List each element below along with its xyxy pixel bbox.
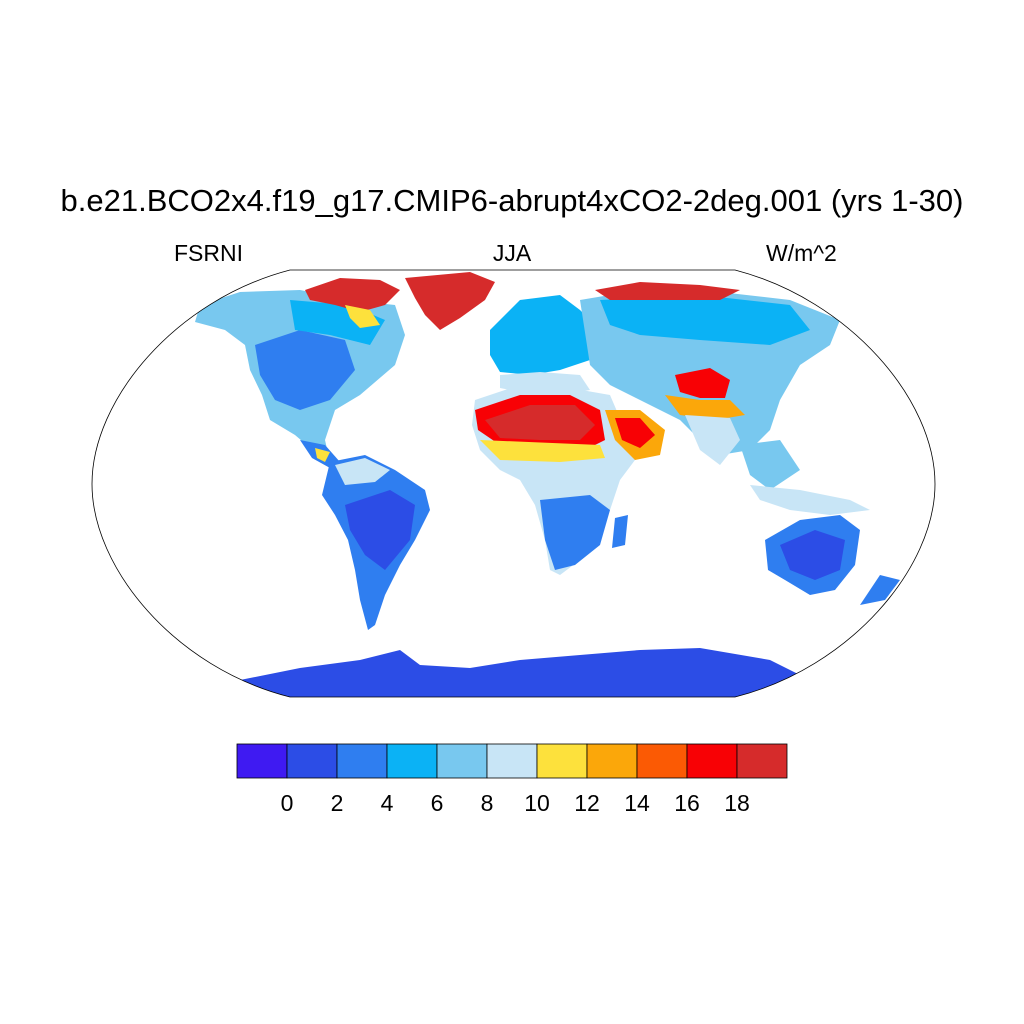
units-label: W/m^2	[766, 240, 837, 266]
southeast-asia	[740, 440, 800, 490]
colorbar-tick-label: 8	[481, 790, 494, 816]
siberia-arctic	[595, 282, 740, 300]
map-title: b.e21.BCO2x4.f19_g17.CMIP6-abrupt4xCO2-2…	[60, 183, 964, 218]
sahara-core	[485, 405, 595, 440]
land-field	[195, 272, 900, 697]
southern-africa	[540, 495, 610, 570]
colorbar-box	[486, 743, 538, 779]
new-zealand	[860, 575, 900, 605]
colorbar-box	[336, 743, 388, 779]
colorbar-box	[636, 743, 688, 779]
colorbar-box	[536, 743, 588, 779]
indonesia	[750, 485, 870, 515]
colorbar-tick-label: 16	[674, 790, 700, 816]
colorbar-tick-label: 10	[524, 790, 550, 816]
sahel	[480, 440, 605, 462]
colorbar-tick-label: 12	[574, 790, 600, 816]
colorbar-box	[286, 743, 338, 779]
colorbar-box	[236, 743, 288, 779]
colorbar-tick-label: 4	[381, 790, 394, 816]
arctic-canada	[305, 278, 400, 312]
map-boundary	[91, 269, 936, 698]
north-america-core	[255, 330, 355, 410]
madagascar	[612, 515, 628, 548]
colorbar-tick-label: 0	[281, 790, 294, 816]
colorbar-box	[586, 743, 638, 779]
india	[685, 415, 740, 465]
season-label: JJA	[492, 240, 532, 266]
australia-core	[780, 530, 845, 580]
central-america-yellow	[315, 448, 330, 462]
colorbar-tick-label: 14	[624, 790, 650, 816]
colorbar-box	[736, 743, 788, 779]
south-america-core	[345, 490, 415, 570]
arabia-core	[615, 418, 655, 448]
variable-label: FSRNI	[174, 240, 243, 266]
antarctica	[200, 648, 820, 697]
tibet	[675, 368, 730, 398]
siberia	[600, 295, 810, 345]
colorbar-box	[686, 743, 738, 779]
greenland	[405, 272, 495, 330]
colorbar-tick-label: 18	[724, 790, 750, 816]
tibet-edge	[665, 395, 745, 420]
arctic-canada-edge	[345, 305, 380, 328]
colorbar-tick-label: 6	[431, 790, 444, 816]
europe	[490, 295, 600, 375]
colorbar-box	[436, 743, 488, 779]
colorbar-box	[386, 743, 438, 779]
colorbar-tick-label: 2	[331, 790, 344, 816]
south-america-north	[335, 458, 390, 485]
